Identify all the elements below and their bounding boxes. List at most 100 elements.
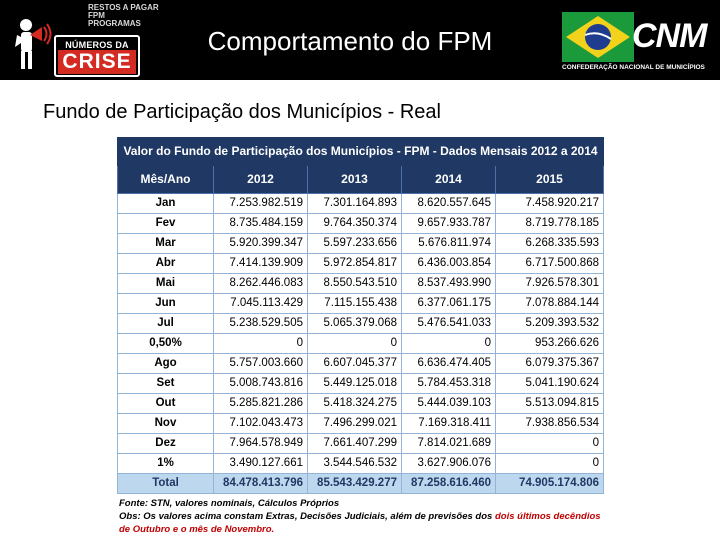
brazil-flag-icon (562, 12, 634, 62)
value-cell: 7.045.113.429 (213, 293, 308, 314)
row-label: 1% (117, 453, 214, 474)
value-cell: 7.964.578.949 (213, 433, 308, 454)
row-label: Fev (117, 213, 214, 234)
value-cell: 7.301.164.893 (307, 193, 402, 214)
row-label: Out (117, 393, 214, 414)
row-label: Jan (117, 193, 214, 214)
table-total-row: Total 84.478.413.796 85.543.429.277 87.258.… (117, 473, 604, 494)
megaphone-person-icon (15, 19, 52, 69)
column-header: 2015 (495, 165, 604, 194)
row-label: 0,50% (117, 333, 214, 354)
subtitle: Fundo de Participação dos Municípios - R… (43, 101, 441, 123)
column-header: 2012 (213, 165, 308, 194)
column-header: Mês/Ano (117, 165, 214, 194)
cnm-full-name: CONFEDERAÇÃO NACIONAL DE MUNICÍPIOS (562, 64, 705, 71)
value-cell: 6.268.335.593 (495, 233, 604, 254)
value-cell: 5.597.233.656 (307, 233, 402, 254)
row-label: Dez (117, 433, 214, 454)
value-cell: 0 (495, 433, 604, 454)
value-cell: 8.537.493.990 (401, 273, 496, 294)
value-cell: 9.657.933.787 (401, 213, 496, 234)
value-cell: 5.418.324.275 (307, 393, 402, 414)
logo-line-numeros: NÚMEROS DA (65, 40, 129, 50)
logo-tagline: RESTOS A PAGAR FPM PROGRAMAS (88, 3, 159, 28)
value-cell: 6.079.375.367 (495, 353, 604, 374)
table-row: Set 5.008.743.816 5.449.125.018 5.784.453.3… (117, 373, 604, 394)
value-cell: 7.253.982.519 (213, 193, 308, 214)
value-cell: 5.513.094.815 (495, 393, 604, 414)
row-label: Ago (117, 353, 214, 374)
table-row: Jun 7.045.113.429 7.115.155.438 6.377.061.1… (117, 293, 604, 314)
value-cell: 8.262.446.083 (213, 273, 308, 294)
row-label: Mai (117, 273, 214, 294)
value-cell: 5.008.743.816 (213, 373, 308, 394)
value-cell: 6.607.045.377 (307, 353, 402, 374)
table-row: Dez 7.964.578.949 7.661.407.299 7.814.021.6… (117, 433, 604, 454)
value-cell: 74.905.174.806 (495, 473, 604, 494)
table-row: Ago 5.757.003.660 6.607.045.377 6.636.474.4… (117, 353, 604, 374)
numeros-da-crise-logo: RESTOS A PAGAR FPM PROGRAMAS NÚMEROS DA … (8, 3, 159, 77)
column-header: 2013 (307, 165, 402, 194)
value-cell: 5.676.811.974 (401, 233, 496, 254)
value-cell: 7.102.043.473 (213, 413, 308, 434)
value-cell: 6.436.003.854 (401, 253, 496, 274)
table-row: Abr 7.414.139.909 5.972.854.817 6.436.003.8… (117, 253, 604, 274)
value-cell: 7.926.578.301 (495, 273, 604, 294)
value-cell: 6.377.061.175 (401, 293, 496, 314)
value-cell: 7.169.318.411 (401, 413, 496, 434)
value-cell: 7.414.139.909 (213, 253, 308, 274)
row-label: Mar (117, 233, 214, 254)
value-cell: 5.065.379.068 (307, 313, 402, 334)
value-cell: 5.784.453.318 (401, 373, 496, 394)
value-cell: 5.920.399.347 (213, 233, 308, 254)
cnm-logo: CNM CONFEDERAÇÃO NACIONAL DE MUNICÍPIOS (560, 10, 712, 74)
cnm-wordmark: CNM (632, 17, 707, 55)
value-cell: 6.717.500.868 (495, 253, 604, 274)
value-cell: 953.266.626 (495, 333, 604, 354)
value-cell: 7.115.155.438 (307, 293, 402, 314)
table-header-row: Mês/Ano 2012 2013 2014 2015 (117, 165, 604, 194)
table-row: Mai 8.262.446.083 8.550.543.510 8.537.493.9… (117, 273, 604, 294)
value-cell: 3.490.127.661 (213, 453, 308, 474)
value-cell: 8.735.484.159 (213, 213, 308, 234)
table-row: 0,50% 0 0 0 953.266.626 (117, 333, 604, 354)
value-cell: 0 (307, 333, 402, 354)
value-cell: 7.458.920.217 (495, 193, 604, 214)
table-row: Nov 7.102.043.473 7.496.299.021 7.169.318.4… (117, 413, 604, 434)
row-label: Set (117, 373, 214, 394)
value-cell: 6.636.474.405 (401, 353, 496, 374)
value-cell: 5.285.821.286 (213, 393, 308, 414)
value-cell: 7.078.884.144 (495, 293, 604, 314)
source-note: Fonte: STN, valores nominais, Cálculos P… (119, 498, 340, 509)
table-row: Jul 5.238.529.505 5.065.379.068 5.476.541.0… (117, 313, 604, 334)
value-cell: 8.620.557.645 (401, 193, 496, 214)
page-title: Comportamento do FPM (207, 26, 493, 56)
column-header: 2014 (401, 165, 496, 194)
value-cell: 87.258.616.460 (401, 473, 496, 494)
value-cell: 0 (401, 333, 496, 354)
logo-line-crise: CRISE (58, 50, 136, 74)
table-row: Mar 5.920.399.347 5.597.233.656 5.676.811.9… (117, 233, 604, 254)
table-row: Fev 8.735.484.159 9.764.350.374 9.657.933.7… (117, 213, 604, 234)
value-cell: 5.757.003.660 (213, 353, 308, 374)
value-cell: 5.238.529.505 (213, 313, 308, 334)
fpm-table: Valor do Fundo de Participação dos Munic… (117, 137, 604, 494)
value-cell: 5.476.541.033 (401, 313, 496, 334)
value-cell: 5.041.190.624 (495, 373, 604, 394)
row-label: Jun (117, 293, 214, 314)
notes: Fonte: STN, valores nominais, Cálculos P… (119, 497, 719, 536)
table-row: Out 5.285.821.286 5.418.324.275 5.444.039.1… (117, 393, 604, 414)
value-cell: 0 (213, 333, 308, 354)
obs-note: Obs: Os valores acima constam Extras, De… (119, 511, 601, 522)
row-label: Total (117, 473, 214, 494)
obs-note-cont: de Outubro e o mês de Novembro. (119, 524, 275, 535)
value-cell: 5.209.393.532 (495, 313, 604, 334)
value-cell: 7.814.021.689 (401, 433, 496, 454)
value-cell: 7.496.299.021 (307, 413, 402, 434)
logo-box: NÚMEROS DA CRISE (54, 35, 140, 77)
row-label: Abr (117, 253, 214, 274)
value-cell: 5.444.039.103 (401, 393, 496, 414)
value-cell: 84.478.413.796 (213, 473, 308, 494)
table-title: Valor do Fundo de Participação dos Munic… (117, 137, 604, 166)
value-cell: 8.550.543.510 (307, 273, 402, 294)
